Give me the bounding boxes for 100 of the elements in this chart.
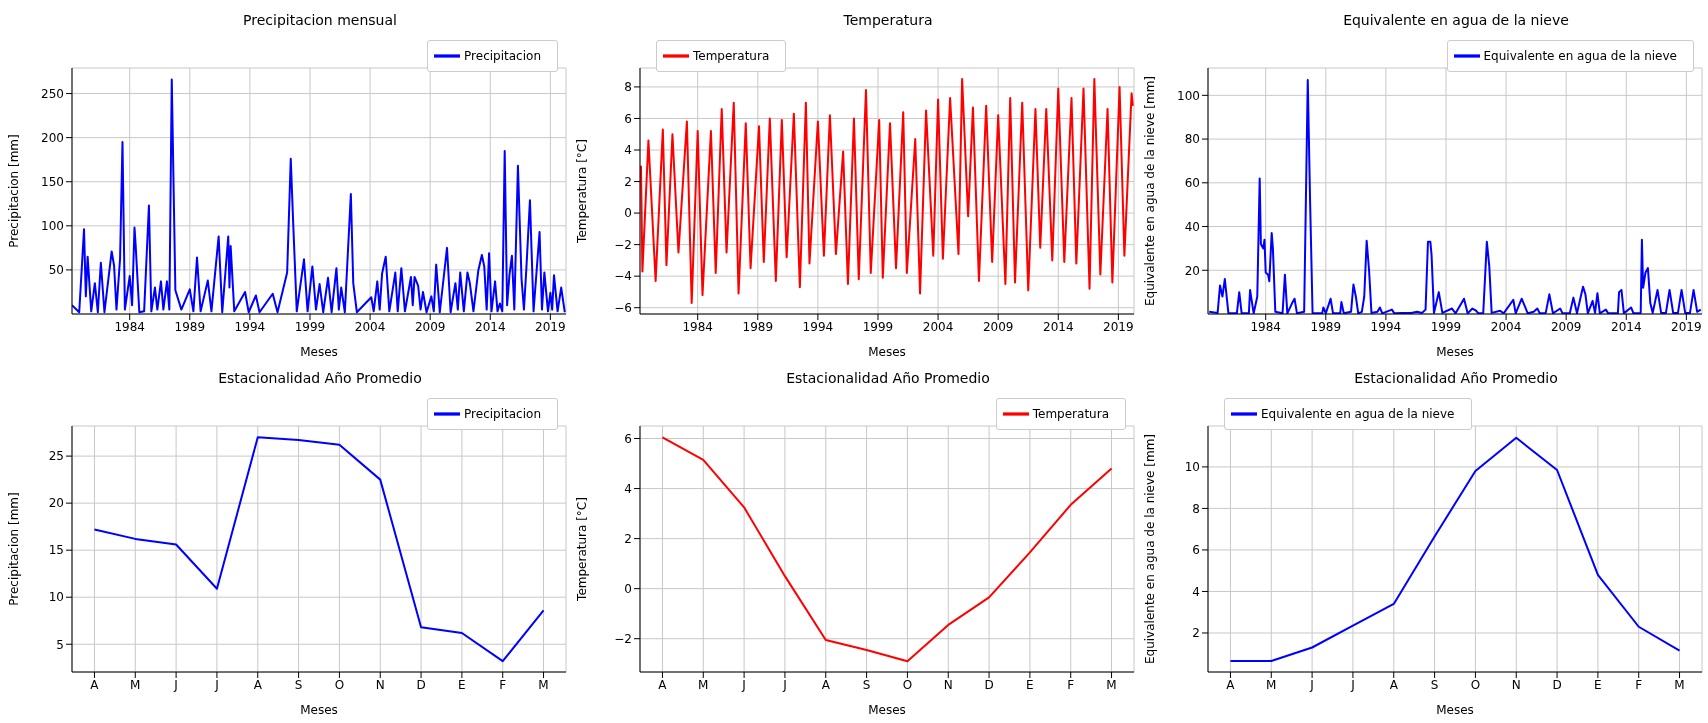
x-tick-label: M	[1266, 677, 1277, 692]
x-tick-label: A	[821, 677, 831, 692]
chart-title: Estacionalidad Año Promedio	[785, 369, 991, 388]
x-tick-label: M	[698, 677, 709, 692]
x-axis-title: Meses	[300, 703, 338, 717]
x-tick-label: J	[173, 677, 178, 692]
line-series	[1229, 436, 1681, 662]
x-tick-label: S	[862, 677, 871, 692]
x-tick-label: A	[253, 677, 263, 692]
x-tick-label: 1989	[1310, 319, 1342, 334]
x-axis-title: Meses	[300, 345, 338, 359]
y-tick-label: 15	[48, 543, 64, 558]
x-tick-label: 1994	[234, 319, 266, 334]
x-tick-label: A	[1389, 677, 1399, 692]
y-axis-title: Temperatura [°C]	[575, 497, 590, 602]
y-tick-label: 6	[1192, 543, 1200, 558]
x-tick-label: J	[741, 677, 746, 692]
x-tick-label: 1994	[1370, 319, 1402, 334]
x-tick-label: 1989	[742, 319, 774, 334]
x-tick-label: 1999	[294, 319, 326, 334]
y-tick-label: 2	[624, 174, 632, 189]
y-tick-label: −2	[614, 237, 632, 252]
x-tick-label: 2019	[1671, 319, 1702, 334]
x-tick-label: F	[499, 677, 507, 692]
x-axis-title: Meses	[868, 345, 906, 359]
x-tick-label: D	[416, 677, 426, 692]
x-tick-label: 2009	[414, 319, 446, 334]
chart-title: Precipitacion mensual	[242, 11, 398, 30]
x-axis-title: Meses	[1436, 703, 1474, 717]
x-tick-label: S	[294, 677, 303, 692]
x-tick-label: N	[375, 677, 385, 692]
y-tick-label: 6	[624, 111, 632, 126]
x-tick-label: M	[130, 677, 141, 692]
x-tick-label: 2014	[475, 319, 506, 334]
x-tick-label: J	[782, 677, 787, 692]
x-tick-label: 2019	[535, 319, 566, 334]
y-axis-title: Equivalente en agua de la nieve [mm]	[1143, 433, 1158, 665]
x-tick-label: J	[214, 677, 219, 692]
x-tick-label: 2009	[982, 319, 1014, 334]
x-tick-label: O	[902, 677, 913, 692]
y-tick-label: 4	[624, 143, 632, 158]
legend-label: Equivalente en agua de la nieve	[1483, 48, 1677, 63]
chart-title: Temperatura	[842, 11, 934, 30]
y-tick-label: −4	[614, 269, 632, 284]
line-series	[661, 436, 1113, 663]
legend-label: Precipitacion	[464, 406, 541, 421]
x-axis-title: Meses	[1436, 345, 1474, 359]
legend-label: Precipitacion	[464, 48, 541, 63]
y-tick-label: 10	[48, 590, 64, 605]
y-tick-label: 2	[624, 531, 632, 546]
x-tick-label: N	[1511, 677, 1521, 692]
x-tick-label: 1984	[1250, 319, 1281, 334]
y-tick-label: 0	[624, 581, 632, 596]
legend-label: Temperatura	[693, 48, 770, 63]
x-tick-label: M	[1106, 677, 1117, 692]
x-tick-label: M	[1674, 677, 1685, 692]
x-tick-label: 2004	[354, 319, 386, 334]
y-axis-title: Equivalente en agua de la nieve [mm]	[1143, 75, 1158, 307]
y-tick-label: 20	[48, 496, 64, 511]
x-tick-label: 2019	[1103, 319, 1134, 334]
x-tick-label: 2009	[1550, 319, 1582, 334]
x-tick-label: 1999	[1430, 319, 1462, 334]
line-series	[640, 78, 1134, 304]
x-tick-label: F	[1067, 677, 1075, 692]
x-tick-label: J	[1350, 677, 1355, 692]
y-axis-title: Precipitacion [mm]	[7, 134, 22, 248]
x-tick-label: A	[90, 677, 100, 692]
x-tick-label: O	[1470, 677, 1481, 692]
y-tick-label: 200	[41, 130, 64, 145]
x-tick-label: S	[1430, 677, 1439, 692]
y-tick-label: 60	[1184, 176, 1200, 191]
y-tick-label: 6	[624, 431, 632, 446]
x-tick-label: 2014	[1611, 319, 1642, 334]
x-tick-label: M	[538, 677, 549, 692]
x-tick-label: A	[1226, 677, 1236, 692]
x-tick-label: D	[1552, 677, 1562, 692]
y-tick-label: 2	[1192, 626, 1200, 641]
y-tick-label: 150	[41, 175, 64, 189]
y-tick-label: 50	[48, 263, 64, 278]
y-tick-label: 40	[1184, 219, 1200, 234]
x-tick-label: 1984	[114, 319, 145, 334]
x-tick-label: 1994	[802, 319, 834, 334]
y-axis-title: Precipitacion [mm]	[7, 492, 22, 606]
y-tick-label: −6	[614, 300, 632, 315]
y-tick-label: 0	[624, 206, 632, 221]
y-tick-label: 100	[41, 219, 64, 234]
y-tick-label: 80	[1184, 132, 1200, 147]
y-tick-label: 8	[1192, 501, 1200, 516]
x-tick-label: O	[334, 677, 345, 692]
y-tick-label: 20	[1184, 263, 1200, 278]
x-tick-label: 1999	[862, 319, 894, 334]
x-axis-title: Meses	[868, 703, 906, 717]
y-tick-label: −2	[614, 631, 632, 646]
y-tick-label: 250	[41, 86, 64, 101]
y-tick-label: 8	[624, 80, 632, 95]
x-tick-label: 1984	[682, 319, 713, 334]
y-tick-label: 4	[1192, 584, 1200, 599]
x-tick-label: 2004	[1490, 319, 1522, 334]
x-tick-label: 2014	[1043, 319, 1074, 334]
y-tick-label: 5	[56, 637, 64, 652]
